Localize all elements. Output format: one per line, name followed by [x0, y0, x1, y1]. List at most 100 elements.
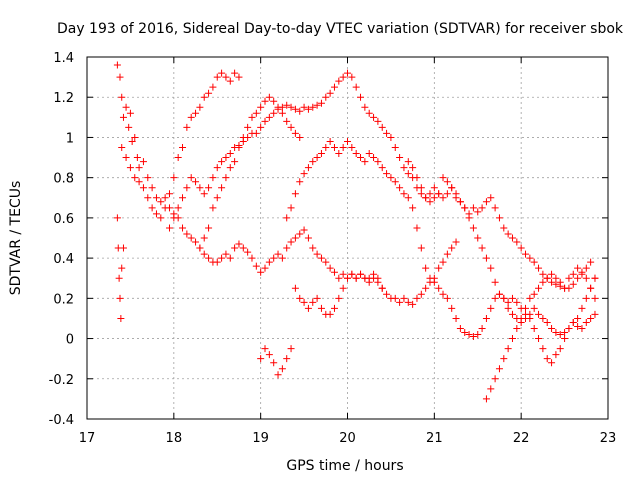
- data-point: [257, 123, 265, 131]
- data-point: [443, 178, 451, 186]
- data-point: [374, 158, 382, 166]
- data-point: [357, 154, 365, 162]
- data-point: [257, 268, 265, 276]
- data-point: [556, 331, 564, 339]
- series-arc-7: [291, 270, 386, 318]
- data-point: [574, 274, 582, 282]
- data-point: [456, 198, 464, 206]
- data-point: [196, 103, 204, 111]
- data-point: [283, 355, 291, 363]
- data-point: [539, 270, 547, 278]
- data-point: [196, 184, 204, 192]
- data-point: [213, 73, 221, 81]
- data-point: [500, 355, 508, 363]
- data-point: [179, 194, 187, 202]
- data-point: [587, 314, 595, 322]
- data-point: [313, 250, 321, 258]
- data-point: [539, 345, 547, 353]
- data-point: [478, 325, 486, 332]
- data-point: [361, 103, 369, 111]
- y-tick-label: 0.6: [53, 212, 74, 227]
- data-point: [283, 117, 291, 125]
- data-point: [426, 190, 434, 198]
- data-point: [504, 298, 512, 306]
- data-point: [196, 244, 204, 252]
- data-point: [252, 262, 260, 270]
- data-point: [491, 204, 499, 212]
- data-point: [344, 274, 351, 282]
- data-point: [222, 174, 230, 182]
- data-point: [582, 264, 590, 272]
- data-point: [335, 150, 343, 158]
- data-point: [192, 178, 200, 186]
- data-point: [174, 204, 182, 212]
- data-point: [430, 194, 438, 202]
- data-point: [183, 184, 191, 192]
- data-point: [556, 345, 564, 353]
- y-tick-label: 0.4: [53, 252, 74, 267]
- data-point: [330, 304, 338, 312]
- data-point: [448, 304, 456, 312]
- data-point: [144, 194, 152, 202]
- data-point: [443, 294, 451, 302]
- data-point: [304, 164, 312, 172]
- y-tick-label: -0.2: [49, 373, 74, 388]
- data-point: [383, 290, 391, 298]
- x-tick-label: 23: [600, 431, 617, 446]
- data-point: [409, 164, 417, 172]
- data-point: [504, 230, 512, 238]
- data-point: [530, 325, 538, 332]
- data-point: [335, 77, 343, 85]
- data-point: [322, 93, 330, 101]
- data-point: [452, 314, 460, 322]
- data-point: [218, 69, 226, 77]
- data-point: [383, 129, 391, 137]
- data-point: [404, 158, 412, 166]
- data-point: [161, 194, 169, 202]
- data-point: [378, 284, 386, 292]
- data-point: [291, 105, 299, 113]
- data-point: [574, 322, 582, 330]
- data-point: [261, 345, 269, 353]
- plot-frame: [86, 56, 609, 420]
- data-point: [569, 318, 577, 326]
- grid: [87, 57, 608, 419]
- data-point: [187, 113, 195, 121]
- data-point: [317, 254, 325, 262]
- data-point: [582, 294, 590, 302]
- data-point: [317, 304, 325, 312]
- data-point: [452, 238, 460, 246]
- data-point: [582, 274, 590, 282]
- data-point: [461, 329, 469, 337]
- data-point: [526, 314, 534, 322]
- data-point: [430, 184, 438, 192]
- data-point: [474, 331, 482, 339]
- data-point: [257, 103, 265, 111]
- data-point: [513, 325, 521, 332]
- data-point: [161, 204, 169, 212]
- series-arc-6: [283, 137, 599, 341]
- data-point: [400, 164, 408, 172]
- data-point: [413, 294, 421, 302]
- data-point: [287, 204, 295, 212]
- data-point: [274, 103, 282, 111]
- data-point: [330, 268, 338, 276]
- data-point: [461, 204, 469, 212]
- data-point: [170, 214, 178, 222]
- data-point: [261, 264, 269, 272]
- data-point: [287, 103, 295, 111]
- data-point: [300, 226, 308, 234]
- data-point: [413, 224, 421, 232]
- data-point: [274, 371, 282, 379]
- data-point: [270, 109, 278, 117]
- data-point: [478, 204, 486, 212]
- data-point: [417, 184, 425, 192]
- data-point: [192, 238, 200, 246]
- y-tick-label: 0.2: [53, 292, 74, 307]
- data-point: [339, 73, 347, 81]
- data-point: [117, 314, 125, 322]
- data-point: [469, 333, 477, 341]
- data-point: [244, 248, 252, 256]
- data-point: [517, 244, 525, 252]
- data-point: [556, 278, 564, 286]
